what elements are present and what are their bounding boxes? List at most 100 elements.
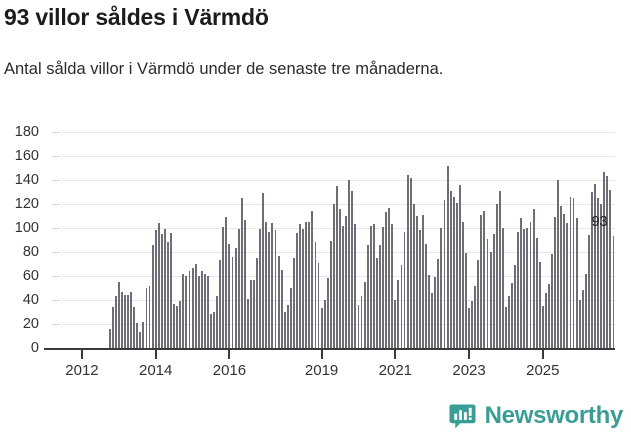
bar	[474, 285, 477, 348]
bar	[339, 208, 341, 348]
bar	[206, 276, 209, 348]
bar	[551, 254, 553, 348]
y-axis-tick-label: 80	[22, 244, 39, 260]
bar	[584, 273, 587, 348]
bar-series	[62, 132, 615, 348]
bar	[418, 230, 421, 348]
x-axis-tick-mark	[154, 350, 157, 359]
x-axis-tick-mark	[468, 350, 471, 359]
bar	[406, 175, 409, 348]
bar	[385, 212, 388, 348]
bar	[246, 298, 249, 348]
x-axis-line	[44, 348, 615, 350]
bar	[471, 301, 474, 348]
bar	[170, 232, 172, 348]
bar	[425, 243, 427, 348]
gridline	[62, 156, 615, 157]
bar	[216, 296, 219, 348]
y-axis-tick-label: 40	[22, 292, 39, 308]
y-axis-tick-label: 120	[14, 196, 39, 212]
y-axis-tick-mark	[52, 252, 60, 253]
bar	[566, 223, 569, 348]
plot-area: 0 20 40 60 80 100 120 140 160 180 93	[15, 124, 615, 356]
bar	[486, 238, 489, 348]
bar	[302, 229, 305, 348]
newsworthy-logo[interactable]: Newsworthy	[449, 402, 623, 430]
bar	[403, 231, 406, 348]
y-axis-tick-label: 180	[14, 124, 39, 140]
bar	[501, 228, 504, 348]
bar	[127, 295, 129, 348]
gridline	[62, 252, 615, 253]
bar	[326, 278, 329, 348]
y-axis-tick-mark	[52, 228, 60, 229]
bar	[587, 235, 590, 348]
y-axis-tick-label: 100	[14, 220, 39, 236]
bar	[200, 271, 203, 348]
bar-chart-speech-bubble-icon	[449, 403, 476, 430]
bar	[529, 222, 532, 348]
bar	[228, 243, 231, 348]
bar	[136, 322, 139, 348]
bar	[348, 180, 351, 348]
bar	[286, 304, 289, 348]
bar	[357, 304, 360, 348]
bar	[157, 223, 160, 348]
bar	[117, 282, 120, 348]
bar	[492, 234, 495, 348]
bar	[323, 300, 326, 348]
bar	[557, 180, 560, 348]
bar	[458, 184, 461, 348]
bar	[372, 224, 375, 348]
bar	[259, 229, 262, 348]
gridline	[62, 228, 615, 229]
bar	[544, 292, 547, 348]
bar	[354, 224, 357, 348]
bar	[363, 282, 366, 348]
y-axis-tick-label: 60	[22, 268, 39, 284]
bar	[366, 244, 369, 348]
bar	[591, 192, 593, 348]
bar	[569, 196, 572, 348]
bar	[179, 301, 182, 348]
bar	[274, 230, 277, 348]
bar	[271, 223, 274, 348]
bar	[262, 193, 265, 348]
bar	[379, 244, 381, 348]
bar	[504, 307, 507, 348]
bar	[114, 296, 117, 348]
y-axis-tick-label: 20	[22, 316, 39, 332]
bar	[296, 232, 298, 348]
bar	[240, 198, 243, 348]
bar	[538, 261, 541, 348]
bar	[293, 258, 295, 348]
bar	[332, 204, 335, 348]
x-axis-tick-label: 2019	[304, 362, 339, 379]
x-axis-tick-label: 2021	[378, 362, 413, 379]
x-axis-tick-mark	[320, 350, 323, 359]
bar	[508, 296, 510, 348]
gridline	[62, 204, 615, 205]
bar	[452, 196, 455, 348]
bar	[437, 259, 440, 348]
x-axis-tick-label: 2025	[526, 362, 560, 379]
bar	[182, 273, 185, 348]
bar	[382, 226, 384, 348]
page-subtitle: Antal sålda villor i Värmdö under de sen…	[4, 60, 444, 78]
y-axis-tick-mark	[52, 324, 60, 325]
bar	[523, 229, 526, 348]
bar	[188, 271, 191, 348]
bar	[465, 253, 467, 348]
bar	[409, 177, 412, 348]
bar	[283, 312, 286, 348]
bar	[176, 306, 179, 348]
bar	[225, 217, 228, 348]
bar	[468, 308, 470, 348]
highlighted-bar	[612, 236, 615, 348]
bar	[231, 256, 234, 348]
y-axis-tick-label: 140	[14, 172, 39, 188]
bar	[517, 231, 520, 348]
x-axis-labels: 2012 2014 2016 2019 2021 2023 2025	[62, 350, 615, 384]
bar	[133, 307, 136, 348]
gridline	[62, 132, 615, 133]
